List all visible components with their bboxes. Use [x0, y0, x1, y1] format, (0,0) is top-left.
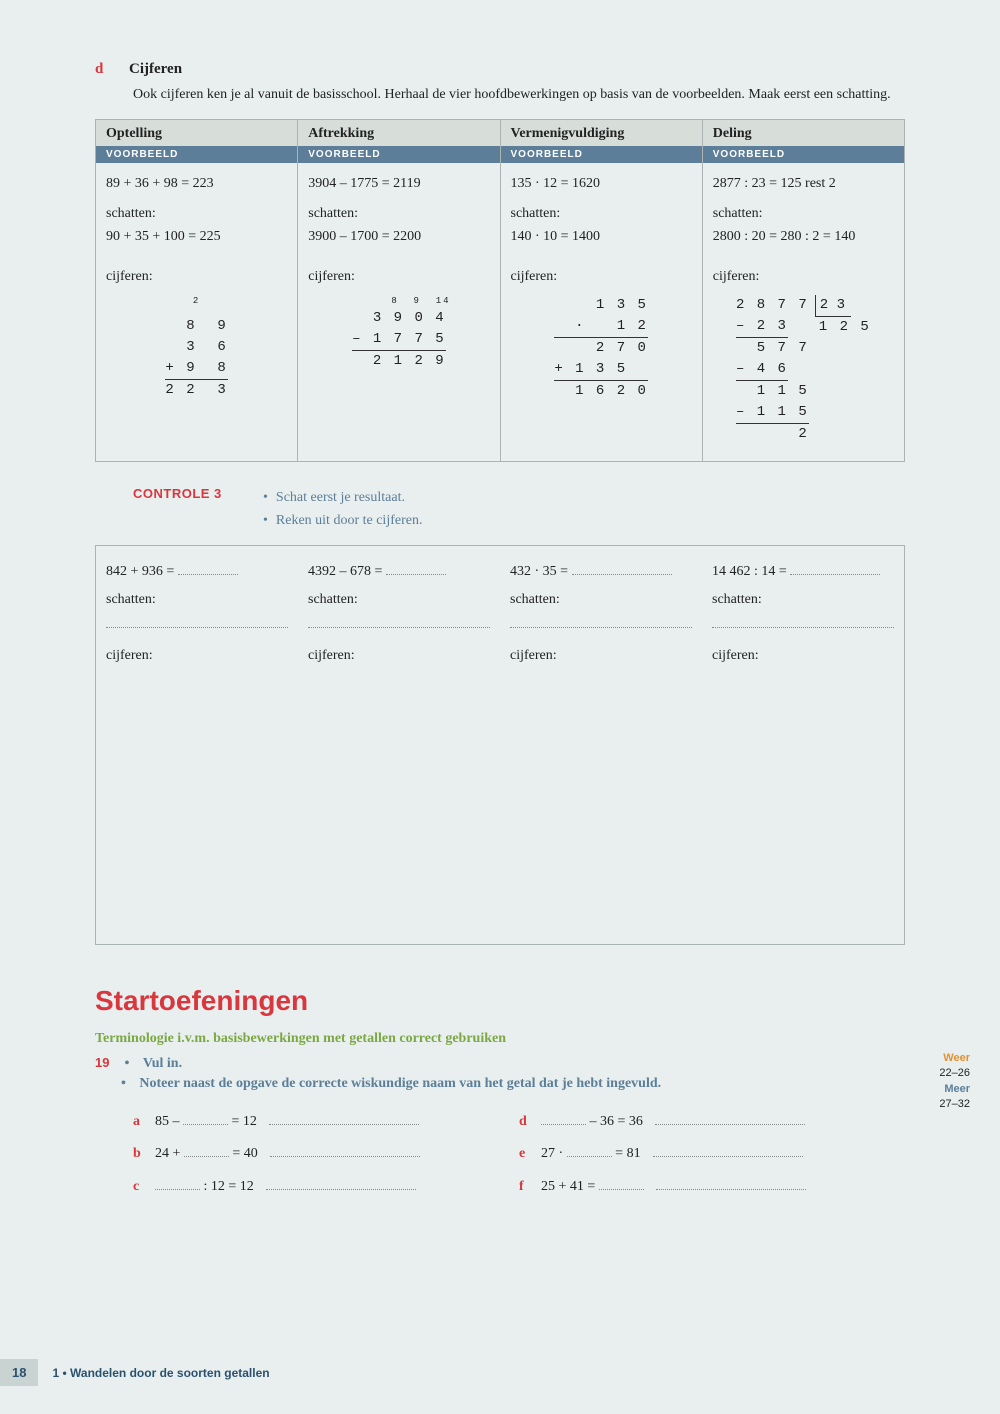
cijferen-lbl3: cijferen:: [511, 266, 692, 288]
ex1-eq: 842 + 936 =: [106, 564, 174, 579]
content-row: 89 + 36 + 98 = 223 schatten: 90 + 35 + 1…: [96, 163, 904, 461]
col-optelling: 89 + 36 + 98 = 223 schatten: 90 + 35 + 1…: [96, 163, 298, 461]
col-verm: 135 · 12 = 1620 schatten: 140 · 10 = 140…: [501, 163, 703, 461]
eq-div: 2877 : 23 = 125 rest 2: [713, 173, 894, 195]
controle-block: CONTROLE 3 •Schat eerst je resultaat. •R…: [133, 486, 905, 534]
schatten-lbl2: schatten:: [308, 203, 489, 225]
start-heading: Startoefeningen: [95, 985, 905, 1017]
section-intro: Ook cijferen ken je al vanuit de basissc…: [133, 84, 905, 105]
section-header: d Cijferen: [95, 60, 905, 78]
schatten-sub: 3900 – 1700 = 2200: [308, 226, 489, 248]
ex4-sch: schatten:: [712, 586, 894, 614]
header-deling: Deling: [703, 120, 904, 146]
abc-left: a85 – = 12 b24 + = 40 c : 12 = 12: [133, 1106, 519, 1203]
ex3-cij: cijferen:: [510, 642, 692, 670]
eq-mul: 135 · 12 = 1620: [511, 173, 692, 195]
ex19-line2: • Noteer naast de opgave de correcte wis…: [121, 1076, 905, 1092]
noteer: Noteer naast de opgave de correcte wisku…: [139, 1076, 661, 1091]
vb-3: VOORBEELD: [501, 146, 703, 163]
ex19-line1: 19 • Vul in.: [95, 1055, 905, 1072]
start-subtitle: Terminologie i.v.m. basisbewerkingen met…: [95, 1031, 905, 1047]
weer-range: 22–26: [939, 1066, 970, 1081]
ex-col-1: 842 + 936 = schatten: cijferen:: [96, 546, 298, 944]
item-d: d – 36 = 36: [519, 1106, 905, 1138]
schatten-div: 2800 : 20 = 280 : 2 = 140: [713, 226, 894, 248]
item-c: c : 12 = 12: [133, 1171, 519, 1203]
controle-label: CONTROLE 3: [133, 486, 263, 534]
col-deling: 2877 : 23 = 125 rest 2 schatten: 2800 : …: [703, 163, 904, 461]
work-div: 2 8 7 7 – 2 3 5 7 7 – 4 6 1 1 5 – 1 1 5 …: [713, 295, 894, 445]
work-add: 2 8 9 3 6 + 9 8 2 2 3: [106, 295, 287, 402]
item-b: b24 + = 40: [133, 1138, 519, 1170]
controle-items: •Schat eerst je resultaat. •Reken uit do…: [263, 486, 422, 534]
sidebar-refs: Weer 22–26 Meer 27–32: [939, 1051, 970, 1113]
meer-range: 27–32: [939, 1097, 970, 1112]
ex4-cij: cijferen:: [712, 642, 894, 670]
page-footer: 18 1 • Wandelen door de soorten getallen: [0, 1359, 270, 1386]
item-e: e27 · = 81: [519, 1138, 905, 1170]
cijferen-lbl4: cijferen:: [713, 266, 894, 288]
ex-num: 19: [95, 1055, 121, 1070]
item-f: f25 + 41 =: [519, 1171, 905, 1203]
abc-right: d – 36 = 36 e27 · = 81 f25 + 41 =: [519, 1106, 905, 1203]
vb-1: VOORBEELD: [96, 146, 298, 163]
schatten-lbl4: schatten:: [713, 203, 894, 225]
item-a: a85 – = 12: [133, 1106, 519, 1138]
ex4-eq: 14 462 : 14 =: [712, 564, 787, 579]
schatten-mul: 140 · 10 = 1400: [511, 226, 692, 248]
eq-add: 89 + 36 + 98 = 223: [106, 173, 287, 195]
ex2-eq: 4392 – 678 =: [308, 564, 382, 579]
schatten-lbl: schatten:: [106, 203, 287, 225]
section-letter: d: [95, 61, 125, 78]
cijferen-lbl: cijferen:: [106, 266, 287, 288]
ex1-cij: cijferen:: [106, 642, 288, 670]
ex3-sch: schatten:: [510, 586, 692, 614]
work-mul: 1 3 5 · 1 2 2 7 0 + 1 3 5 1 6 2 0: [511, 295, 692, 402]
controle-item-1: •Schat eerst je resultaat.: [263, 486, 422, 510]
header-vermenigvuldiging: Vermenigvuldiging: [501, 120, 703, 146]
weer-label: Weer: [939, 1051, 970, 1066]
schatten-lbl3: schatten:: [511, 203, 692, 225]
col-aftrekking: 3904 – 1775 = 2119 schatten: 3900 – 1700…: [298, 163, 500, 461]
vul-in: Vul in.: [143, 1056, 182, 1071]
ex-col-3: 432 · 35 = schatten: cijferen:: [500, 546, 702, 944]
schatten-add: 90 + 35 + 100 = 225: [106, 226, 287, 248]
voorbeeld-row: VOORBEELD VOORBEELD VOORBEELD VOORBEELD: [96, 146, 904, 163]
controle-item-2: •Reken uit door te cijferen.: [263, 509, 422, 533]
ex1-sch: schatten:: [106, 586, 288, 614]
exercise-box: 842 + 936 = schatten: cijferen: 4392 – 6…: [95, 545, 905, 945]
example-table: Optelling Aftrekking Vermenigvuldiging D…: [95, 119, 905, 462]
ex-col-4: 14 462 : 14 = schatten: cijferen:: [702, 546, 904, 944]
page-content: d Cijferen Ook cijferen ken je al vanuit…: [0, 0, 1000, 1203]
eq-sub: 3904 – 1775 = 2119: [308, 173, 489, 195]
ex-col-2: 4392 – 678 = schatten: cijferen:: [298, 546, 500, 944]
table-header-row: Optelling Aftrekking Vermenigvuldiging D…: [96, 120, 904, 146]
ex2-sch: schatten:: [308, 586, 490, 614]
section-title: Cijferen: [129, 61, 182, 77]
ex2-cij: cijferen:: [308, 642, 490, 670]
footer-text: 1 • Wandelen door de soorten getallen: [52, 1366, 269, 1380]
meer-label: Meer: [939, 1082, 970, 1097]
cijferen-lbl2: cijferen:: [308, 266, 489, 288]
ex3-eq: 432 · 35 =: [510, 564, 568, 579]
vb-4: VOORBEELD: [703, 146, 904, 163]
vb-2: VOORBEELD: [298, 146, 500, 163]
page-number: 18: [0, 1359, 38, 1386]
header-optelling: Optelling: [96, 120, 298, 146]
work-sub: 8 9 14 3 9 0 4 – 1 7 7 5 2 1 2 9: [308, 295, 489, 373]
abc-block: a85 – = 12 b24 + = 40 c : 12 = 12 d – 36…: [133, 1106, 905, 1203]
header-aftrekking: Aftrekking: [298, 120, 500, 146]
